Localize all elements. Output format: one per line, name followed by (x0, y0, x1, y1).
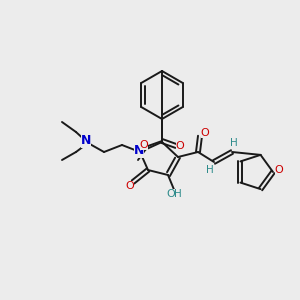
Text: H: H (206, 165, 214, 175)
Text: O: O (176, 141, 184, 151)
Text: H: H (174, 189, 182, 199)
Text: H: H (230, 138, 238, 148)
Text: O: O (274, 165, 284, 175)
Text: O: O (201, 128, 209, 138)
Text: O: O (167, 189, 176, 199)
Text: O: O (126, 181, 134, 191)
Text: N: N (134, 145, 144, 158)
Text: O: O (140, 140, 148, 150)
Text: N: N (81, 134, 91, 148)
